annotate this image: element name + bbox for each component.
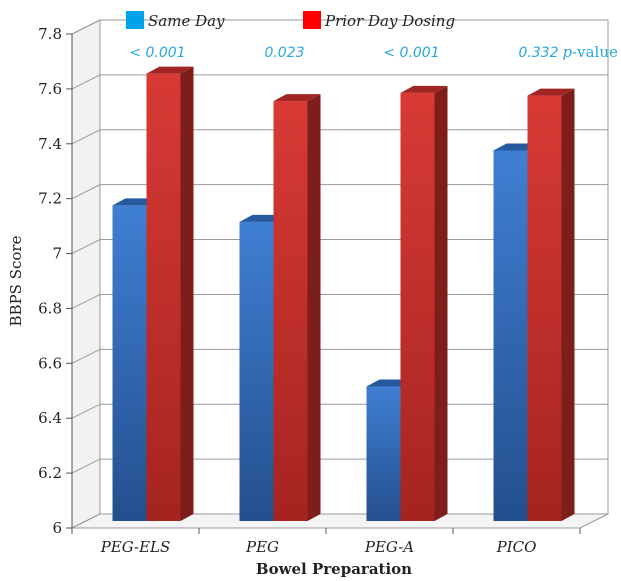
p-value-label-prefix: p [562, 43, 572, 61]
bar-side [180, 66, 194, 522]
bar-prior-day-dosing-peg-a [400, 85, 448, 521]
y-tick-label: 6.2 [38, 464, 62, 482]
bar-front [400, 92, 435, 521]
side-wall [71, 19, 101, 529]
x-tick-label: PEG-A [364, 538, 414, 556]
bar-top [146, 66, 194, 74]
p-value-label: p-value [562, 43, 618, 61]
bar-side [434, 85, 448, 521]
bar-prior-day-dosing-pico [527, 88, 575, 521]
bar-side [307, 94, 321, 521]
legend-swatch [126, 11, 144, 29]
floor-plane [71, 513, 609, 529]
chart-floor [71, 513, 609, 529]
bar-side [561, 88, 575, 521]
y-tick-label: 7.4 [38, 135, 62, 153]
gridline [71, 74, 608, 90]
y-tick-label: 6 [52, 519, 62, 537]
y-axis-title: BBPS Score [7, 235, 25, 326]
bar-front [527, 95, 562, 521]
p-value: < 0.001 [129, 45, 185, 61]
legend-item: Same Day [126, 11, 225, 30]
gridline [71, 19, 608, 35]
x-tick-label: PEG-ELS [100, 538, 171, 556]
bar-top [273, 94, 321, 102]
bar-prior-day-dosing-peg-els [146, 66, 194, 522]
bar-prior-day-dosing-peg [273, 94, 321, 521]
y-tick-label: 6.4 [38, 409, 62, 427]
bar-front [493, 150, 528, 521]
y-tick-label: 6.6 [38, 354, 62, 372]
bar-top [527, 88, 575, 96]
x-tick-label: PEG [245, 538, 279, 556]
legend-label: Same Day [148, 12, 225, 30]
bar-front [112, 205, 147, 521]
x-axis: PEG-ELS PEG PEG-A PICO [71, 528, 581, 556]
bar-front [366, 386, 401, 521]
legend: Same Day Prior Day Dosing [126, 11, 455, 30]
p-value: < 0.001 [383, 45, 439, 61]
y-tick-label: 7.2 [38, 190, 62, 208]
y-tick-label: 6.8 [38, 299, 62, 317]
y-tick-label: 7.6 [38, 80, 62, 98]
p-value: 0.332 [518, 45, 558, 61]
x-tick-label: PICO [496, 538, 537, 556]
y-tick-label: 7.8 [38, 25, 62, 43]
legend-label: Prior Day Dosing [324, 12, 455, 30]
bar-top [400, 85, 448, 93]
y-axis: 6 6.2 6.4 6.6 6.8 7 7.2 7.4 7.6 7.8 [38, 25, 73, 537]
x-axis-title: Bowel Preparation [256, 560, 412, 578]
p-value-label-suffix: -value [572, 43, 618, 61]
legend-item: Prior Day Dosing [303, 11, 455, 30]
bar-front [273, 101, 308, 521]
y-tick-label: 7 [52, 245, 62, 263]
bar-front [239, 221, 274, 521]
bars [112, 66, 575, 522]
p-value: 0.023 [264, 45, 304, 61]
p-value-annotations: < 0.001 0.023 < 0.001 0.332 p-value [129, 43, 618, 61]
legend-swatch [303, 11, 321, 29]
bar-front [146, 73, 181, 522]
